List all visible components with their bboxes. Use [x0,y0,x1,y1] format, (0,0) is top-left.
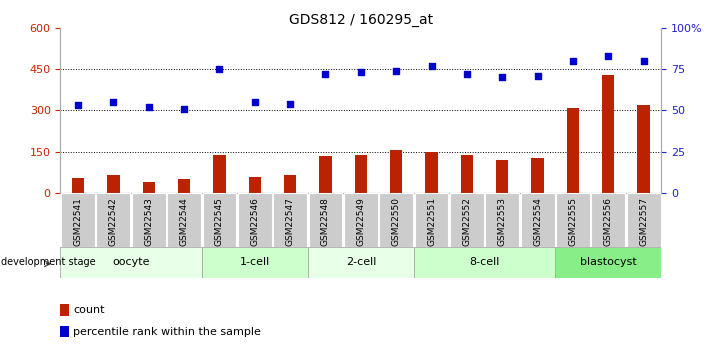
Text: GSM22548: GSM22548 [321,197,330,246]
Bar [637,106,650,193]
Bar [602,75,614,193]
Text: count: count [73,305,105,315]
Bar [344,193,378,247]
Text: GSM22545: GSM22545 [215,197,224,246]
Bar [72,178,85,193]
Point [73,103,84,108]
Bar [592,193,625,247]
Text: GSM22557: GSM22557 [639,197,648,246]
Bar [496,159,508,193]
Text: GSM22549: GSM22549 [356,197,365,246]
Bar [319,156,331,193]
Bar [390,150,402,193]
Text: percentile rank within the sample: percentile rank within the sample [73,327,261,337]
Bar [60,247,202,278]
Text: GSM22556: GSM22556 [604,197,613,246]
Text: GSM22541: GSM22541 [74,197,82,246]
Bar [143,182,155,193]
Text: GSM22542: GSM22542 [109,197,118,246]
Point [108,99,119,105]
Text: GSM22544: GSM22544 [180,197,188,246]
Point [320,71,331,77]
Text: GSM22543: GSM22543 [144,197,154,246]
Text: 1-cell: 1-cell [240,257,270,267]
Bar [567,108,579,193]
Point [284,101,296,107]
Point [426,63,437,68]
Point [214,66,225,72]
Point [390,68,402,73]
Text: blastocyst: blastocyst [580,257,636,267]
Bar [249,177,261,193]
Point [178,106,190,111]
Point [602,53,614,59]
Point [356,70,367,75]
Bar [556,193,590,247]
Bar [308,247,414,278]
Point [496,75,508,80]
Text: GSM22555: GSM22555 [568,197,577,246]
Bar [203,193,237,247]
Bar [450,193,483,247]
Bar [273,193,307,247]
Bar [485,193,519,247]
Text: GSM22550: GSM22550 [392,197,401,246]
Bar [379,193,413,247]
Bar [309,193,343,247]
Bar [132,193,166,247]
Point [249,99,260,105]
Bar [61,193,95,247]
Text: 2-cell: 2-cell [346,257,376,267]
Point [567,58,579,63]
Text: oocyte: oocyte [112,257,150,267]
Bar [238,193,272,247]
Bar [178,179,191,193]
Text: development stage: development stage [1,257,96,267]
Bar [626,193,661,247]
Point [461,71,473,77]
Bar [284,175,296,193]
Bar [167,193,201,247]
Bar [461,155,473,193]
Text: GSM22554: GSM22554 [533,197,542,246]
Text: GSM22552: GSM22552 [462,197,471,246]
Point [638,58,649,63]
Text: GSM22553: GSM22553 [498,197,507,246]
Bar [425,152,438,193]
Bar [415,193,449,247]
Bar [60,326,70,337]
Bar [202,247,308,278]
Text: GSM22551: GSM22551 [427,197,436,246]
Bar [107,175,119,193]
Bar [531,158,544,193]
Bar [97,193,130,247]
Bar [213,155,225,193]
Bar [555,247,661,278]
Text: GSM22546: GSM22546 [250,197,260,246]
Bar [355,155,367,193]
Bar [414,247,555,278]
Text: 8-cell: 8-cell [469,257,500,267]
Bar [520,193,555,247]
Point [532,73,543,78]
Text: GSM22547: GSM22547 [286,197,294,246]
Point [143,104,154,110]
Bar [60,304,70,316]
Title: GDS812 / 160295_at: GDS812 / 160295_at [289,12,433,27]
